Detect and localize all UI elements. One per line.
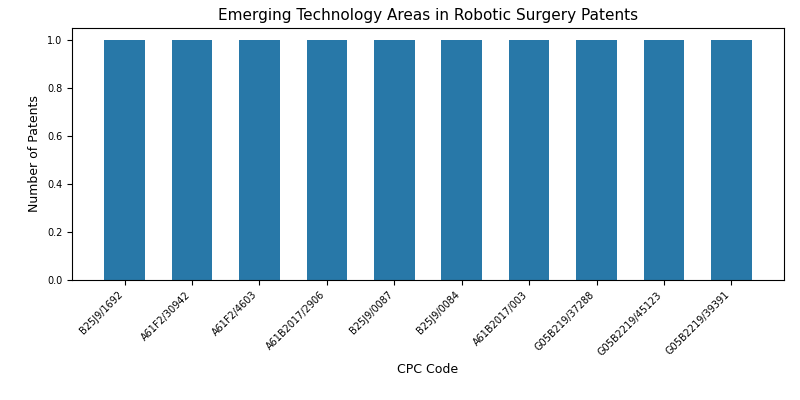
Y-axis label: Number of Patents: Number of Patents [28,96,42,212]
Bar [306,40,347,280]
Bar [644,40,684,280]
Bar [239,40,280,280]
Bar [374,40,414,280]
Bar [711,40,752,280]
Bar [172,40,212,280]
Title: Emerging Technology Areas in Robotic Surgery Patents: Emerging Technology Areas in Robotic Sur… [218,8,638,23]
Bar [576,40,617,280]
Bar [509,40,550,280]
Bar [104,40,145,280]
Bar [442,40,482,280]
X-axis label: CPC Code: CPC Code [398,363,458,376]
